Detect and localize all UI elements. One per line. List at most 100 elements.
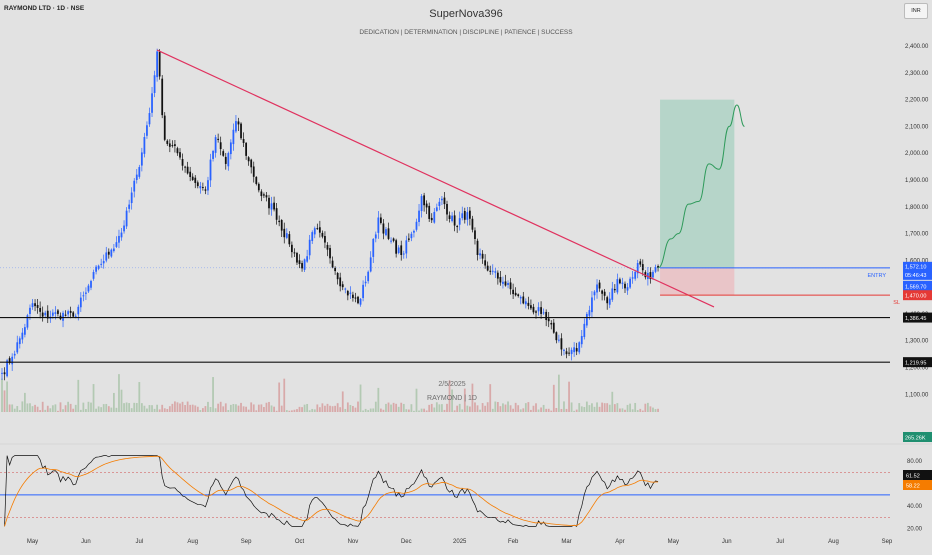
volume-bar	[270, 405, 273, 412]
candle-body	[479, 253, 481, 256]
candle-body	[616, 279, 619, 293]
candle-body	[603, 291, 606, 296]
volume-bar	[535, 403, 537, 412]
volume-bar	[341, 391, 344, 412]
volume-bar	[51, 405, 54, 412]
candle-body	[250, 159, 253, 168]
volume-bar	[130, 408, 133, 412]
volume-bar	[153, 408, 156, 412]
volume-bar	[524, 403, 527, 412]
volume-bar	[260, 404, 263, 412]
volume-bar	[112, 392, 115, 412]
time-tick-label: Apr	[615, 539, 624, 545]
volume-bar	[13, 408, 16, 412]
volume-bar	[657, 408, 659, 412]
candle-body	[530, 305, 532, 309]
volume-bar	[318, 407, 321, 412]
volume-bar	[352, 405, 354, 412]
volume-bar	[278, 382, 281, 412]
candle-body	[517, 294, 520, 297]
candle-body	[263, 194, 265, 196]
volume-bar	[519, 409, 522, 412]
stop-zone	[660, 267, 735, 296]
volume-bar	[400, 402, 403, 412]
candle-body	[265, 195, 268, 198]
candle-body	[512, 289, 515, 295]
volume-bar	[298, 406, 301, 412]
volume-bar	[57, 410, 59, 412]
volume-bar	[603, 403, 606, 412]
candle-body	[392, 238, 395, 241]
candle-body	[107, 251, 110, 255]
candle-body	[425, 203, 428, 208]
volume-bar	[552, 384, 555, 412]
time-tick-label: 2025	[453, 539, 467, 545]
volume-bar	[3, 390, 6, 412]
candle-body	[23, 327, 26, 335]
volume-bar	[466, 405, 469, 412]
candle-body	[395, 240, 398, 254]
volume-bar	[303, 404, 306, 412]
candle-body	[336, 273, 339, 280]
volume-bar	[557, 374, 560, 412]
candle-body	[568, 352, 570, 354]
candle-body	[402, 253, 405, 255]
volume-bar	[514, 402, 517, 412]
volume-bar	[372, 408, 375, 412]
volume-bar	[654, 409, 657, 412]
candle-body	[397, 247, 400, 253]
candle-body	[550, 322, 553, 325]
candle-body	[430, 217, 433, 221]
candle-body	[509, 282, 512, 290]
candle-body	[51, 312, 54, 316]
rsi-tag-text: 61.52	[906, 474, 920, 480]
currency-button[interactable]: INR	[904, 3, 928, 19]
time-tick-label: Sep	[882, 539, 893, 545]
volume-bar	[631, 409, 634, 412]
price-tick-label: 2,000.00	[905, 151, 929, 157]
candle-body	[1, 372, 3, 374]
volume-bar	[36, 406, 39, 412]
candle-body	[522, 296, 525, 304]
candle-body	[588, 310, 591, 316]
candle-body	[161, 78, 164, 116]
volume-bar	[550, 410, 553, 412]
rsi-pane	[0, 443, 932, 527]
candle-body	[346, 290, 349, 296]
volume-bar	[532, 405, 535, 412]
candle-body	[303, 259, 306, 270]
candle-body	[565, 351, 568, 355]
price-tick-label: 1,200.00	[905, 366, 929, 372]
volume-bar	[179, 403, 181, 412]
candle-body	[110, 249, 113, 257]
candle-body	[79, 297, 82, 308]
candle-body	[237, 121, 240, 125]
volume-bar	[120, 389, 123, 412]
rsi-tag	[903, 470, 932, 480]
candle-body	[270, 203, 273, 210]
volume-bar	[407, 409, 410, 412]
candle-body	[168, 143, 171, 147]
candle-body	[196, 182, 199, 187]
volume-bar	[97, 406, 100, 412]
volume-bar	[285, 410, 288, 412]
volume-bar	[301, 407, 303, 412]
volume-bar	[90, 402, 92, 412]
volume-bar	[77, 379, 80, 412]
volume-bar	[568, 381, 570, 412]
volume-bar	[468, 406, 471, 412]
candle-body	[468, 210, 471, 219]
candle-body	[448, 215, 451, 219]
candle-body	[16, 342, 19, 353]
volume-bar	[95, 408, 97, 412]
candle-body	[285, 233, 288, 238]
candle-body	[326, 244, 329, 250]
volume-bar	[583, 407, 586, 412]
candle-body	[212, 150, 214, 159]
volume-bar	[624, 409, 626, 412]
time-tick-label: Jul	[135, 539, 143, 545]
volume-bar	[641, 410, 644, 412]
volume-bar	[435, 402, 438, 412]
